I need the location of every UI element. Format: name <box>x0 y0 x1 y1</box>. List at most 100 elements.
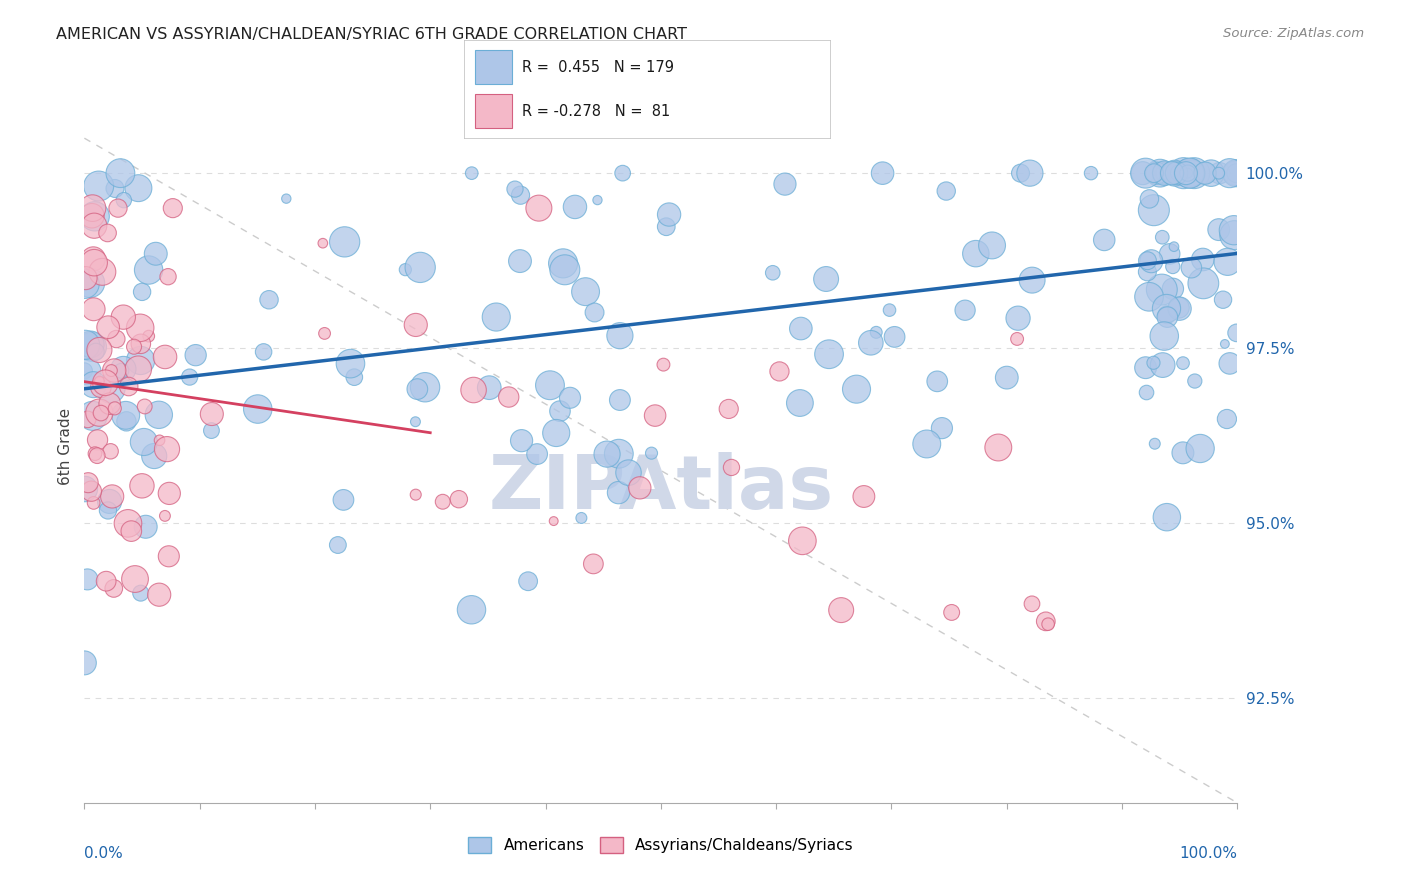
Point <box>941 606 963 620</box>
Point <box>1156 301 1178 316</box>
Point <box>131 479 153 493</box>
Point <box>981 238 1004 252</box>
Point <box>432 494 454 508</box>
Point <box>82 252 104 266</box>
Point <box>1192 277 1215 291</box>
Point <box>1080 166 1102 180</box>
Point <box>1132 166 1154 180</box>
Point <box>1161 260 1184 274</box>
Point <box>1191 252 1213 267</box>
Text: 0.0%: 0.0% <box>84 846 124 861</box>
Point <box>1152 358 1174 372</box>
Point <box>82 377 104 392</box>
Point <box>112 193 135 207</box>
Point <box>865 326 887 340</box>
Point <box>1035 615 1057 629</box>
Point <box>94 376 117 390</box>
Point <box>96 574 118 589</box>
Point <box>586 193 609 207</box>
Point <box>1156 166 1178 180</box>
Point <box>553 256 575 270</box>
Point <box>1219 166 1241 180</box>
Point <box>1135 360 1157 375</box>
Point <box>1143 166 1166 180</box>
Point <box>82 201 104 215</box>
Point <box>1213 337 1236 351</box>
Point <box>184 348 207 362</box>
Point <box>104 181 127 195</box>
Point <box>1159 247 1181 261</box>
Point <box>132 434 155 449</box>
Point <box>1163 240 1185 254</box>
Point <box>73 277 96 291</box>
Point <box>1171 356 1194 370</box>
Point <box>510 434 533 448</box>
Point <box>1226 326 1249 340</box>
Point <box>84 447 107 461</box>
Point <box>564 200 586 214</box>
Point <box>79 276 101 290</box>
Point <box>1199 166 1222 180</box>
Point <box>852 490 875 504</box>
Point <box>276 192 298 206</box>
Point <box>1177 166 1199 180</box>
Point <box>89 406 111 420</box>
Point <box>91 265 114 279</box>
Point <box>1156 308 1178 322</box>
Point <box>1208 166 1230 180</box>
Point <box>115 414 138 428</box>
Point <box>333 235 356 249</box>
Point <box>995 370 1018 384</box>
Point <box>129 353 152 368</box>
Point <box>83 255 105 269</box>
Point <box>498 390 520 404</box>
Point <box>1161 282 1184 296</box>
Point <box>1010 166 1032 180</box>
Point <box>789 396 811 410</box>
Point <box>1173 166 1195 180</box>
Point <box>157 549 180 564</box>
Point <box>138 263 160 277</box>
Point <box>1163 166 1185 180</box>
Point <box>413 380 436 394</box>
Point <box>485 310 508 324</box>
Point <box>1140 254 1163 268</box>
Text: Source: ZipAtlas.com: Source: ZipAtlas.com <box>1223 27 1364 40</box>
Point <box>596 447 619 461</box>
Point <box>1146 166 1168 180</box>
Point <box>343 370 366 384</box>
Point <box>406 382 429 396</box>
Point <box>1223 228 1246 243</box>
Point <box>609 392 631 407</box>
Point <box>332 492 354 507</box>
Point <box>640 446 662 460</box>
Point <box>84 344 107 359</box>
Point <box>75 271 97 285</box>
Point <box>162 201 184 215</box>
Point <box>965 246 987 260</box>
Point <box>815 272 838 286</box>
Point <box>527 201 550 215</box>
Point <box>953 303 976 318</box>
Point <box>1208 166 1230 180</box>
Point <box>790 321 813 335</box>
Point <box>1136 265 1159 279</box>
Point <box>104 401 127 416</box>
Point <box>644 409 666 423</box>
Point <box>915 437 938 451</box>
Point <box>100 363 122 377</box>
Point <box>1192 166 1215 180</box>
Point <box>1005 332 1028 346</box>
Point <box>792 533 814 548</box>
Point <box>134 400 156 414</box>
Point <box>83 496 105 510</box>
Point <box>112 310 135 325</box>
Point <box>762 266 785 280</box>
Point <box>1166 166 1188 180</box>
Point <box>73 656 96 670</box>
Point <box>1167 166 1189 180</box>
Point <box>461 166 484 180</box>
Point <box>98 397 121 411</box>
Point <box>257 293 280 307</box>
Point <box>1153 166 1175 180</box>
